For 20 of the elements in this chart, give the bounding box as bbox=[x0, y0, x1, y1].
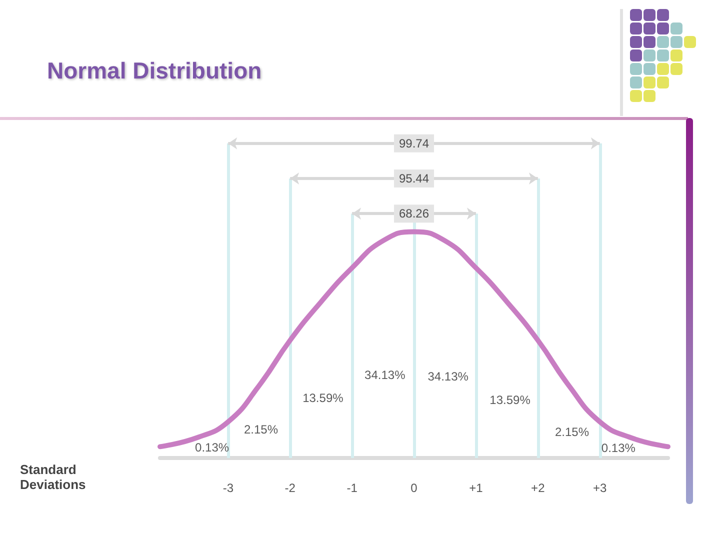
annotation: 2.15% bbox=[244, 422, 278, 436]
annotation: 0.13% bbox=[601, 440, 636, 455]
x-tick-label: -1 bbox=[346, 481, 358, 495]
annotation: 0.13% bbox=[195, 440, 230, 454]
annotation: 2.15% bbox=[554, 424, 590, 439]
x-tick-label: -2 bbox=[284, 481, 296, 495]
text: 68.26 bbox=[398, 206, 430, 221]
x-tick-label: -3 bbox=[222, 481, 234, 495]
annotation: 13.59% bbox=[490, 393, 531, 408]
text: 99.74 bbox=[398, 136, 430, 150]
text: Standard Deviations bbox=[20, 462, 86, 492]
chart-title: Normal Distribution bbox=[47, 58, 262, 84]
annotation: 34.13% bbox=[428, 369, 469, 384]
annotation: 13.59% bbox=[302, 390, 344, 405]
text: 95.44 bbox=[398, 172, 430, 186]
x-tick-label: 0 bbox=[410, 481, 418, 495]
x-tick-label: +3 bbox=[593, 481, 608, 495]
x-tick-label: +1 bbox=[469, 481, 484, 495]
x-tick-label: +2 bbox=[531, 481, 546, 495]
annotation: 34.13% bbox=[364, 368, 406, 382]
